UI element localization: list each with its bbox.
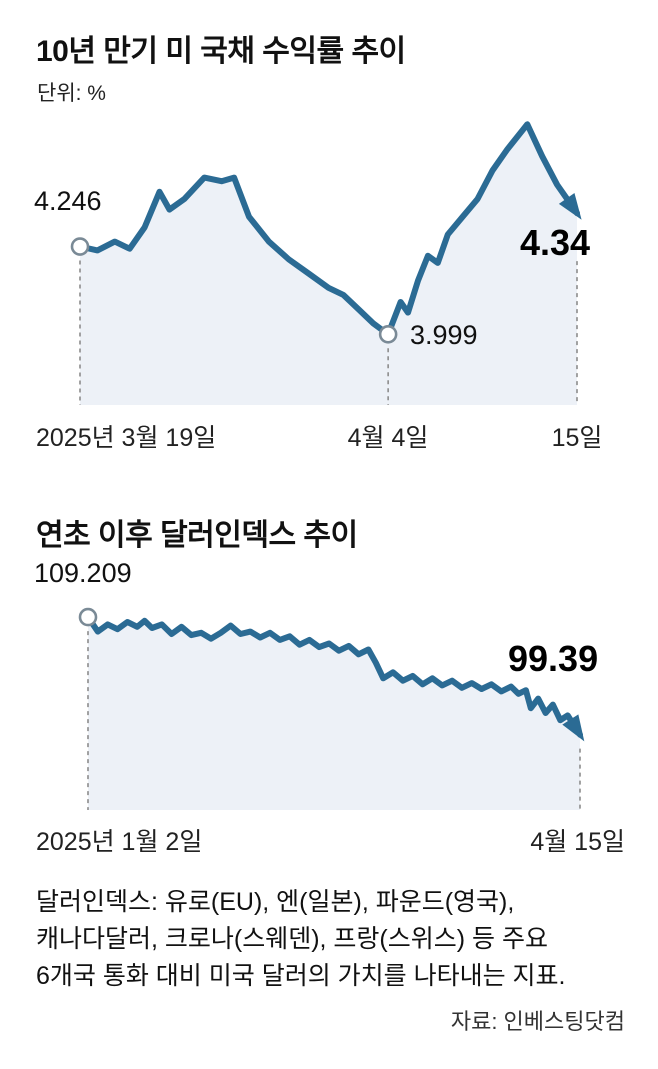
source-credit: 자료: 인베스팅닷컴 xyxy=(450,1009,625,1034)
footnote-line-2: 캐나다달러, 크로나(스웨덴), 프랑(스위스) 등 주요 xyxy=(36,925,548,953)
chart2-start-value: 109.209 xyxy=(34,558,132,588)
dollar-index-definition: 달러인덱스: 유로(EU), 엔(일본), 파운드(영국), 캐나다달러, 크로… xyxy=(36,884,640,995)
chart1-xtick-start: 2025년 3월 19일 xyxy=(36,424,217,452)
chart2-end-value: 99.39 xyxy=(508,638,599,679)
chart1-min-value: 3.999 xyxy=(410,320,478,350)
chart2-title: 연초 이후 달러인덱스 추이 xyxy=(36,519,358,552)
chart1-xtick-end: 15일 xyxy=(551,424,603,452)
chart1-unit-label: 단위: % xyxy=(37,82,106,105)
treasury-yield-chart xyxy=(70,121,582,406)
chart1-title: 10년 만기 미 국채 수익률 추이 xyxy=(36,35,406,68)
footnote-line-1: 달러인덱스: 유로(EU), 엔(일본), 파운드(영국), xyxy=(36,888,515,916)
chart2-xtick-start: 2025년 1월 2일 xyxy=(36,828,203,856)
dollar-index-chart xyxy=(78,607,585,810)
chart2-xtick-end: 4월 15일 xyxy=(530,828,625,856)
chart1-end-value: 4.34 xyxy=(520,222,591,263)
chart1-start-value: 4.246 xyxy=(34,186,102,216)
chart1-xtick-mid: 4월 4일 xyxy=(347,424,429,452)
footnote-line-3: 6개국 통화 대비 미국 달러의 가치를 나타내는 지표. xyxy=(36,962,566,990)
